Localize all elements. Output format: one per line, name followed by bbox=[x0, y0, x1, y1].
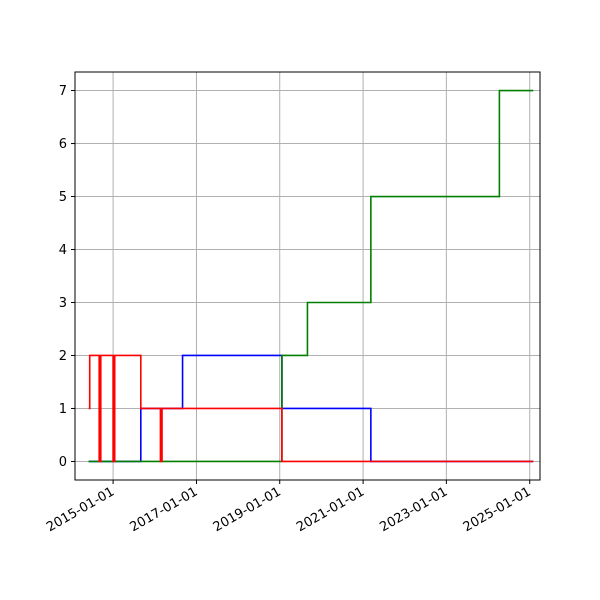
y-tick-label: 3 bbox=[59, 296, 67, 311]
series-line-3 bbox=[88, 354, 534, 463]
y-tick-label: 7 bbox=[59, 84, 67, 99]
y-tick-label: 6 bbox=[59, 137, 67, 152]
y-tick-label: 1 bbox=[59, 402, 67, 417]
series-line-1 bbox=[88, 354, 534, 463]
y-tick-label: 5 bbox=[59, 190, 67, 205]
y-tick-label: 2 bbox=[59, 349, 67, 364]
series-lines bbox=[88, 89, 534, 463]
y-tick-label: 4 bbox=[59, 243, 67, 258]
plot-area-frame bbox=[74, 71, 541, 481]
y-tick-label: 0 bbox=[59, 455, 67, 470]
